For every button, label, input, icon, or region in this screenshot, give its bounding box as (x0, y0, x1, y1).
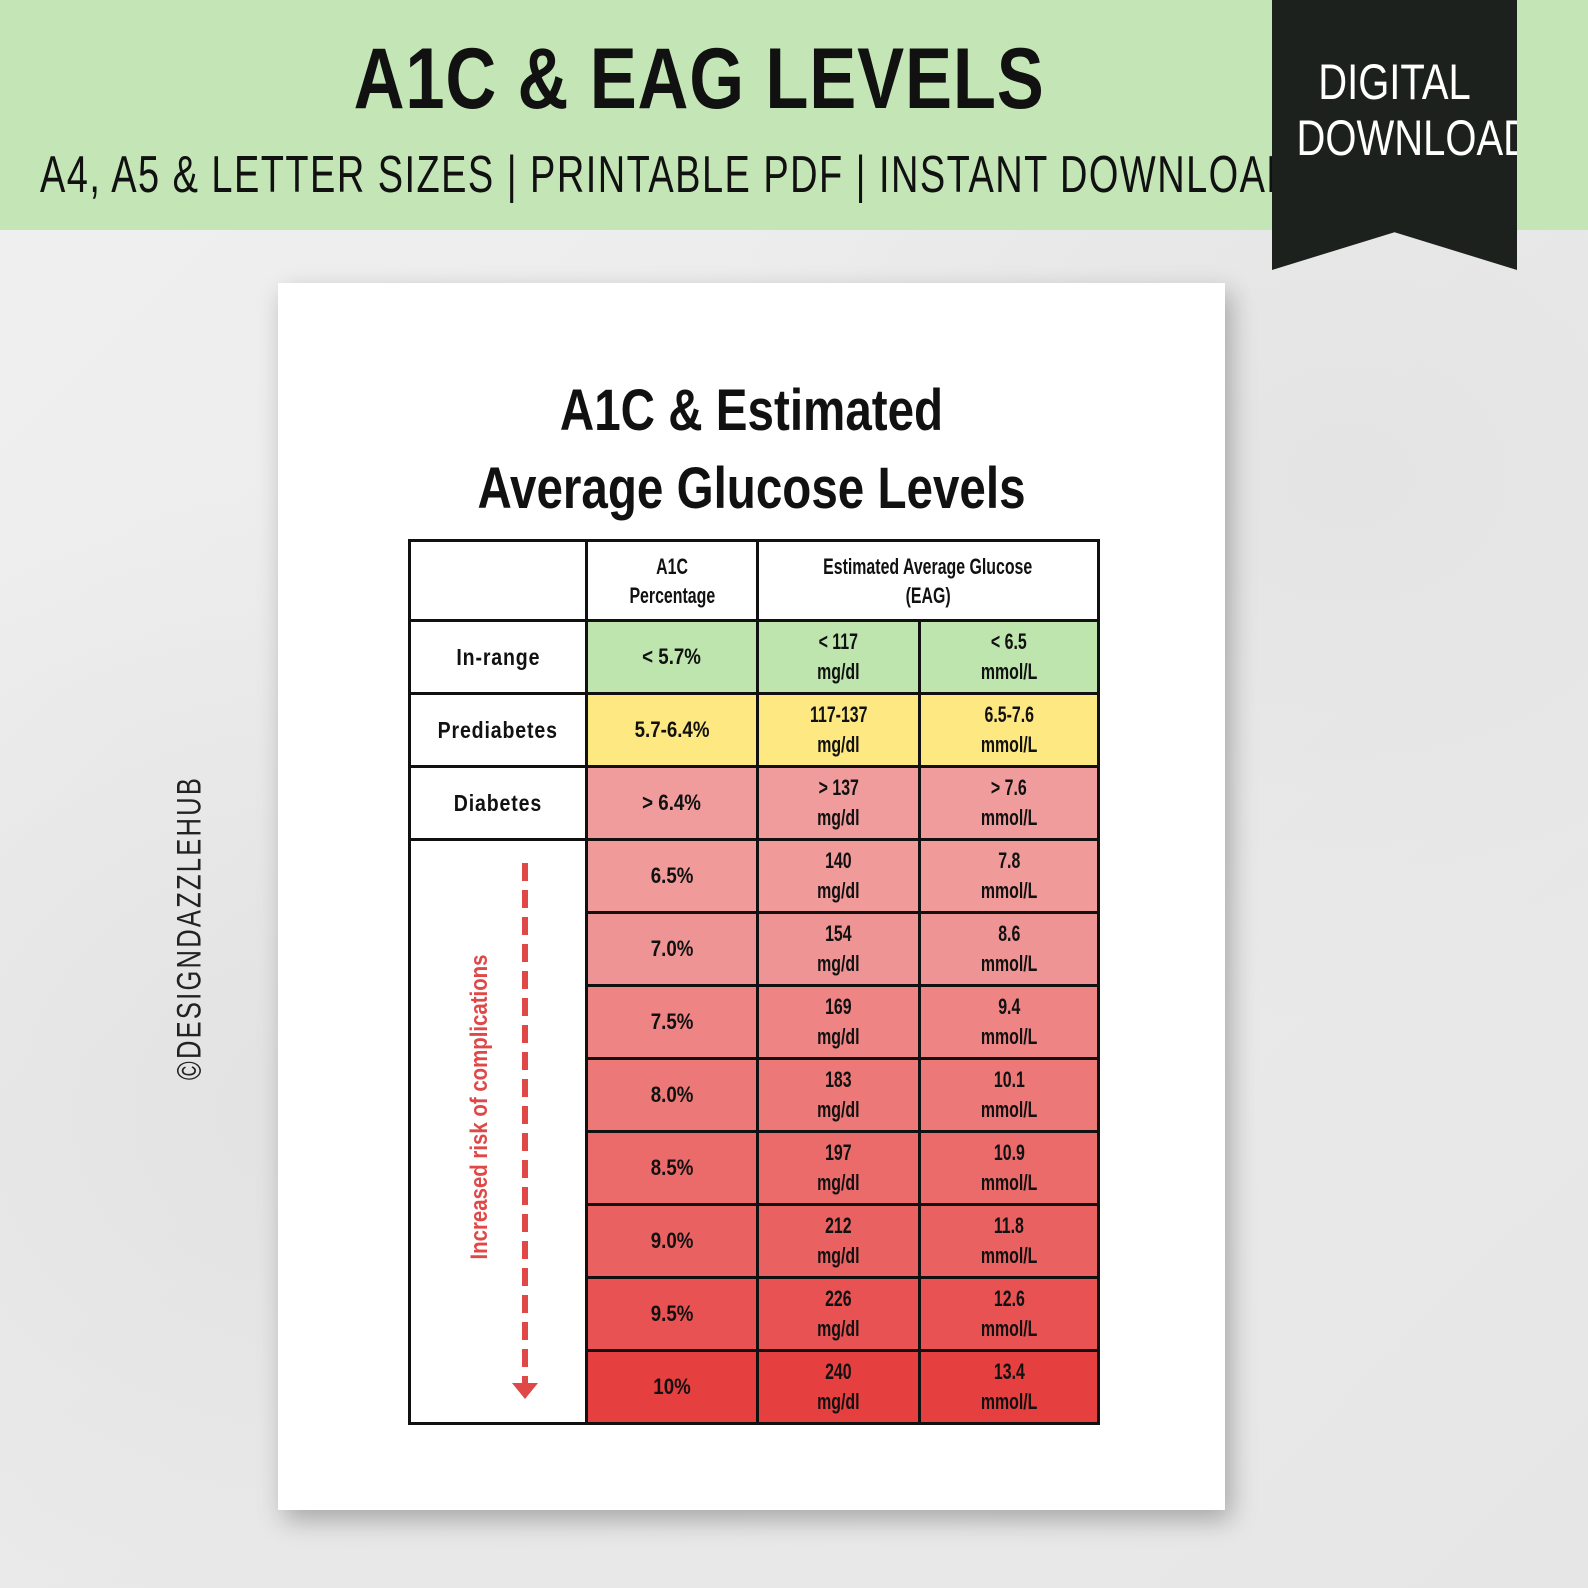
table-row: Prediabetes 5.7-6.4% 117-137 mg/dl 6.5-7.6 mm… (408, 692, 1100, 768)
header-eag: Estimated Average Glucose (EAG) (756, 539, 1100, 622)
mgdl-cell: 169 mg/dl (756, 984, 921, 1060)
table-row: 9.5% 226 mg/dl 12.6 mmol/L (410, 1276, 1100, 1352)
digital-download-ribbon: DIGITAL DOWNLOAD (1272, 0, 1517, 270)
ribbon-line2: DOWNLOAD (1296, 110, 1533, 166)
watermark: ©DESIGNDAZZLEHUB (170, 775, 209, 1081)
ribbon-line1: DIGITAL (1318, 54, 1471, 110)
mmol-cell: 8.6 mmol/L (918, 911, 1100, 987)
mgdl-cell: < 117 mg/dl (756, 619, 921, 695)
header-row: A1C Percentage Estimated Average Glucose(… (408, 539, 1100, 622)
arrow-down-icon (512, 1383, 538, 1399)
a1c-cell: 9.0% (585, 1203, 759, 1279)
a1c-cell: 9.5% (585, 1276, 759, 1352)
a1c-cell: 8.0% (585, 1057, 759, 1133)
mmol-cell: 9.4 mmol/L (918, 984, 1100, 1060)
mgdl-cell: 183 mg/dl (756, 1057, 921, 1133)
risk-arrow-line (522, 863, 528, 1383)
title-line1: A1C & Estimated (559, 378, 944, 443)
row-label: In-range (408, 619, 588, 695)
mmol-cell: 13.4 mmol/L (918, 1349, 1100, 1425)
row-label: Prediabetes (408, 692, 588, 768)
mgdl-cell: 197 mg/dl (756, 1130, 921, 1206)
mmol-cell: 6.5-7.6 mmol/L (918, 692, 1100, 768)
table-row: 6.5% 140 mg/dl 7.8 mmol/L (408, 838, 1100, 1425)
mgdl-cell: 154 mg/dl (756, 911, 921, 987)
mmol-cell: 10.1 mmol/L (918, 1057, 1100, 1133)
a1c-cell: < 5.7% (585, 619, 759, 695)
a1c-cell: 7.0% (585, 911, 759, 987)
mgdl-cell: 226 mg/dl (756, 1276, 921, 1352)
document-title: A1C & Estimated Average Glucose Levels (363, 372, 1140, 528)
mmol-cell: 10.9 mmol/L (918, 1130, 1100, 1206)
mgdl-cell: 140 mg/dl (756, 838, 921, 914)
a1c-cell: 5.7-6.4% (585, 692, 759, 768)
row-label: Diabetes (408, 765, 588, 841)
mmol-cell: 11.8 mmol/L (918, 1203, 1100, 1279)
mmol-cell: < 6.5 mmol/L (918, 619, 1100, 695)
table-row: 8.5% 197 mg/dl 10.9 mmol/L (410, 1130, 1100, 1206)
table-row: 8.0% 183 mg/dl 10.1 mmol/L (410, 1057, 1100, 1133)
a1c-cell: 8.5% (585, 1130, 759, 1206)
header-a1c: A1C Percentage (585, 539, 759, 622)
header-empty (408, 539, 588, 622)
banner-title: A1C & EAG LEVELS (353, 31, 1045, 127)
mgdl-cell: 212 mg/dl (756, 1203, 921, 1279)
table-row: 10% 240 mg/dl 13.4 mmol/L (410, 1349, 1100, 1425)
a1c-cell: 7.5% (585, 984, 759, 1060)
table-row: 7.5% 169 mg/dl 9.4 mmol/L (410, 984, 1100, 1060)
mmol-cell: > 7.6 mmol/L (918, 765, 1100, 841)
risk-label: Increased risk of complications (466, 954, 493, 1260)
a1c-table: A1C Percentage Estimated Average Glucose(… (408, 539, 1100, 1425)
a1c-cell: > 6.4% (585, 765, 759, 841)
mmol-cell: 7.8 mmol/L (918, 838, 1100, 914)
a1c-cell: 6.5% (585, 838, 759, 914)
mgdl-cell: > 137 mg/dl (756, 765, 921, 841)
table-row: 9.0% 212 mg/dl 11.8 mmol/L (410, 1203, 1100, 1279)
mgdl-cell: 240 mg/dl (756, 1349, 921, 1425)
mmol-cell: 12.6 mmol/L (918, 1276, 1100, 1352)
mgdl-cell: 117-137 mg/dl (756, 692, 921, 768)
table-row: In-range < 5.7% < 117 mg/dl < 6.5 mmol/L (408, 619, 1100, 695)
table-row: 7.0% 154 mg/dl 8.6 mmol/L (410, 911, 1100, 987)
a1c-cell: 10% (585, 1349, 759, 1425)
title-line2: Average Glucose Levels (477, 456, 1026, 521)
risk-column (408, 838, 588, 1425)
banner-subtitle: A4, A5 & LETTER SIZES | PRINTABLE PDF | … (40, 146, 1296, 204)
table-row: Diabetes > 6.4% > 137 mg/dl > 7.6 mmol/L (408, 765, 1100, 841)
